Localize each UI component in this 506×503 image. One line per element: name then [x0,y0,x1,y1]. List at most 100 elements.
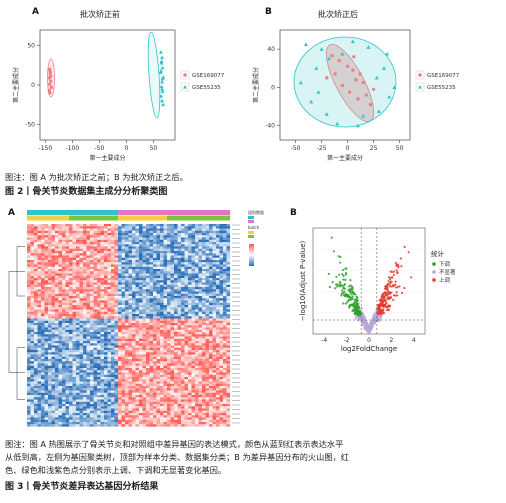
heatmap-cell [111,296,115,299]
heatmap-cell [83,377,87,380]
heatmap-cell [142,381,147,384]
heatmap-cell [100,314,105,317]
heatmap-cell [97,350,101,353]
heatmap-cell [125,242,129,245]
heatmap-cell [107,244,112,247]
heatmap-cell [205,233,210,236]
heatmap-cell [76,370,80,373]
heatmap-cell [163,381,168,384]
heatmap-cell [100,237,105,240]
heatmap-cell [79,296,84,299]
heatmap-cell [37,244,42,247]
heatmap-cell [216,332,220,335]
heatmap-cell [226,248,231,252]
heatmap-cell [97,368,101,371]
heatmap-cell [62,356,66,360]
x-tick-label: 25 [370,145,378,152]
heatmap-cell [100,233,105,236]
heatmap-cell [41,314,45,317]
heatmap-cell [79,224,84,227]
heatmap-cell [97,242,101,245]
heatmap-cell [212,266,217,270]
heatmap-cell [55,406,59,409]
heatmap-cell [107,372,112,375]
heatmap-cell [216,365,220,369]
heatmap-cell [37,260,42,263]
heatmap-cell [181,230,185,234]
heatmap-cell [114,363,119,366]
heatmap-cell [226,379,231,382]
heatmap-cell [135,309,140,312]
heatmap-cell [55,374,59,378]
heatmap-cell [44,244,49,247]
heatmap-cell [104,323,108,326]
data-point [49,85,54,90]
heatmap-cell [177,291,182,294]
heatmap-cell [160,345,164,348]
heatmap-cell [107,392,112,396]
heatmap-cell [212,341,217,344]
heatmap-cell [195,296,199,299]
heatmap-cell [198,255,203,258]
heatmap-cell [100,230,105,234]
heatmap-cell [58,262,63,265]
heatmap-cell [51,356,56,360]
heatmap-cell [198,278,203,281]
heatmap-cell [198,401,203,405]
heatmap-cell [125,343,129,346]
heatmap-cell [104,244,108,247]
heatmap-cell [181,359,185,362]
heatmap-cell [167,307,171,310]
heatmap-cell [104,361,108,364]
heatmap-cell [149,334,154,337]
heatmap-cell [219,235,224,238]
heatmap-cell [55,228,59,231]
heatmap-cell [65,237,70,240]
heatmap-cell [121,401,126,405]
heatmap-cell [163,271,168,274]
heatmap-cell [62,381,66,384]
heatmap-cell [198,377,203,380]
heatmap-cell [97,345,101,348]
heatmap-cell [65,377,70,380]
heatmap-cell [156,341,161,344]
heatmap-cell [163,289,168,292]
heatmap-cell [79,327,84,330]
heatmap-cell [86,334,91,337]
heatmap-cell [223,397,227,400]
heatmap-cell [142,305,147,308]
heatmap-cell [104,233,108,236]
heatmap-cell [191,298,196,301]
heatmap-cell [100,386,105,389]
heatmap-cell [212,338,217,342]
heatmap-cell [100,392,105,396]
heatmap-cell [188,368,192,371]
heatmap-cell [86,356,91,360]
heatmap-cell [146,262,150,265]
heatmap-cell [219,345,224,348]
heatmap-cell [44,356,49,360]
heatmap-cell [139,345,143,348]
heatmap-cell [111,253,115,256]
heatmap-cell [114,311,119,315]
heatmap-cell [90,271,94,274]
heatmap-cell [83,257,87,261]
heatmap-cell [58,361,63,364]
heatmap-cell [198,224,203,227]
heatmap-cell [93,280,98,283]
heatmap-cell [142,361,147,364]
heatmap-cell [93,271,98,274]
heatmap-cell [125,309,129,312]
heatmap-cell [191,399,196,402]
heatmap-cell [139,314,143,317]
annotation-cell [34,210,38,215]
heatmap-cell [72,280,77,283]
x-axis-label: 第一主要成分 [327,154,363,162]
heatmap-cell [219,224,224,227]
heatmap-cell [167,399,171,402]
heatmap-cell [139,316,143,319]
heatmap-cell [65,341,70,344]
heatmap-cell [191,381,196,384]
heatmap-cell [177,253,182,256]
annotation-cell [202,215,206,221]
